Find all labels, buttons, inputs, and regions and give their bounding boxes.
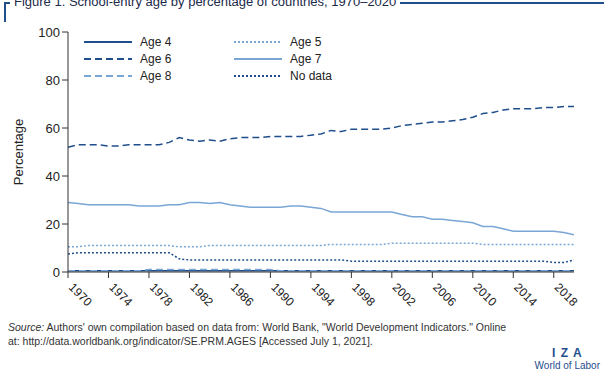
svg-text:1994: 1994 — [309, 280, 338, 309]
html-text:I Z A: I Z A — [552, 346, 583, 360]
svg-text:1970: 1970 — [66, 280, 95, 309]
html-text:No data: No data — [290, 68, 332, 83]
svg-text:2006: 2006 — [430, 280, 459, 309]
html-text:Age 7: Age 7 — [290, 51, 322, 66]
svg-text:80: 80 — [46, 73, 60, 88]
svg-text:0: 0 — [53, 265, 60, 280]
svg-text:1978: 1978 — [147, 280, 176, 309]
svg-text:1986: 1986 — [228, 280, 257, 309]
svg-text:2002: 2002 — [390, 280, 419, 309]
svg-text:1974: 1974 — [106, 280, 135, 309]
svg-text:40: 40 — [46, 169, 60, 184]
html-text:Source: Authors' own compilati: Source: Authors' own compilation based o… — [8, 321, 507, 347]
svg-text:20: 20 — [46, 217, 60, 232]
svg-text:1998: 1998 — [349, 280, 378, 309]
html-text:World of Labor: World of Labor — [534, 360, 600, 371]
html-text:Age 6: Age 6 — [140, 51, 172, 66]
svg-text:Percentage: Percentage — [11, 119, 26, 186]
svg-text:1982: 1982 — [187, 280, 216, 309]
svg-text:60: 60 — [46, 121, 60, 136]
html-text:Age 5: Age 5 — [290, 34, 322, 49]
svg-text:1990: 1990 — [268, 280, 297, 309]
svg-text:2018: 2018 — [552, 280, 581, 309]
svg-text:2014: 2014 — [511, 280, 540, 309]
html-text:Age 4: Age 4 — [140, 34, 172, 49]
svg-text:100: 100 — [38, 25, 60, 40]
html-text:Age 8: Age 8 — [140, 68, 172, 83]
svg-text:2010: 2010 — [471, 280, 500, 309]
